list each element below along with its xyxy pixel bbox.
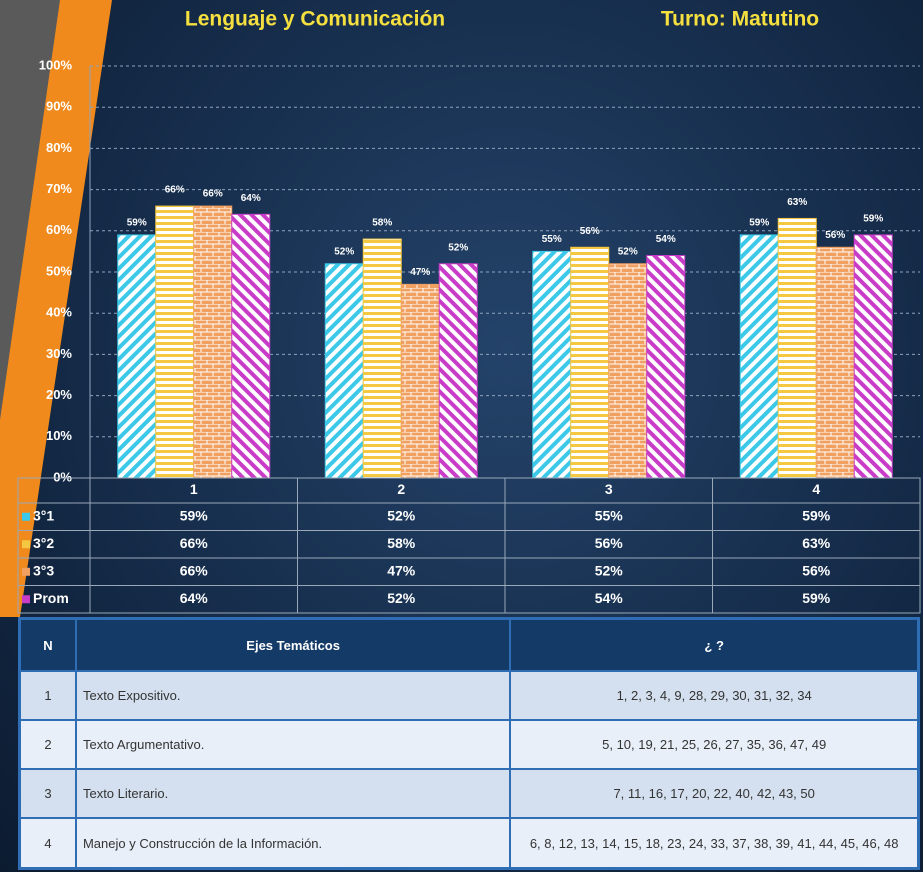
data-label: 56% (580, 226, 600, 237)
y-tick-label: 60% (46, 222, 72, 237)
header-cell: N (18, 617, 77, 672)
data-label: 66% (203, 189, 223, 200)
bar (777, 217, 817, 479)
table-cell: 7, 11, 16, 17, 20, 22, 40, 42, 43, 50 (509, 768, 920, 820)
bar (400, 283, 440, 479)
legend-swatch (22, 567, 30, 576)
chart: Lenguaje y Comunicación Turno: Matutino … (0, 0, 921, 617)
header-cell: Ejes Temáticos (74, 617, 512, 672)
table-row: 4 Manejo y Construcción de la Información… (18, 817, 920, 870)
table-value: 47% (387, 562, 416, 578)
y-tick-label: 40% (46, 305, 72, 320)
table-value: 52% (387, 507, 416, 523)
y-tick-label: 80% (46, 140, 72, 155)
data-label: 52% (618, 246, 638, 257)
bar (646, 255, 686, 479)
bar (117, 234, 157, 479)
table-value: 52% (387, 590, 416, 606)
legend-label: 3°3 (33, 562, 54, 578)
table-cell: Manejo y Construcción de la Información. (74, 817, 512, 870)
data-label: 55% (542, 234, 562, 245)
legend-label: Prom (33, 590, 69, 606)
bar (155, 205, 195, 479)
bar (608, 263, 648, 479)
legend-swatch (22, 512, 30, 521)
table-value: 63% (802, 535, 831, 551)
data-label: 59% (749, 218, 769, 229)
bar (739, 234, 779, 479)
bar (193, 205, 233, 479)
x-tick-label: 1 (190, 481, 198, 497)
table-row: 2 Texto Argumentativo. 5, 10, 19, 21, 25, … (18, 719, 920, 771)
header-row: N Ejes Temáticos ¿ ? (18, 617, 920, 672)
table-cell: 3 (18, 768, 77, 820)
x-tick-label: 2 (397, 481, 405, 497)
data-label: 64% (241, 193, 261, 204)
data-label: 52% (334, 246, 354, 257)
legend-label: 3°2 (33, 535, 54, 551)
table-cell: 6, 8, 12, 13, 14, 15, 18, 23, 24, 33, 37… (509, 817, 920, 870)
data-label: 47% (410, 267, 430, 278)
bar (815, 246, 855, 479)
table-value: 54% (595, 590, 624, 606)
table-cell: Texto Literario. (74, 768, 512, 820)
x-tick-label: 4 (812, 481, 820, 497)
table-cell: 2 (18, 719, 77, 771)
y-tick-label: 20% (46, 387, 72, 402)
data-label: 66% (165, 185, 185, 196)
table-value: 56% (802, 562, 831, 578)
y-tick-label: 100% (39, 57, 73, 72)
table-cell: 5, 10, 19, 21, 25, 26, 27, 35, 36, 47, 4… (509, 719, 920, 771)
legend-swatch (22, 595, 30, 604)
data-label: 54% (656, 234, 676, 245)
table-row: 1 Texto Expositivo. 1, 2, 3, 4, 9, 28, 29,… (18, 669, 920, 722)
table-value: 59% (802, 507, 831, 523)
data-label: 56% (825, 230, 845, 241)
table-value: 56% (595, 535, 624, 551)
x-tick-label: 3 (605, 481, 613, 497)
table-cell: Texto Argumentativo. (74, 719, 512, 771)
table-cell: 1 (18, 669, 77, 722)
y-tick-label: 0% (53, 469, 72, 484)
table-cell: 4 (18, 817, 77, 870)
table-cell: 1, 2, 3, 4, 9, 28, 29, 30, 31, 32, 34 (509, 669, 920, 722)
bar (570, 246, 610, 479)
legend-swatch (22, 540, 30, 549)
table-value: 55% (595, 507, 624, 523)
chart-subtitle: Turno: Matutino (661, 8, 819, 31)
bar (438, 263, 478, 479)
table-row: 3 Texto Literario. 7, 11, 16, 17, 20, 22, … (18, 768, 920, 820)
header-cell: ¿ ? (509, 617, 920, 672)
data-label: 59% (863, 214, 883, 225)
table-cell: Texto Expositivo. (74, 669, 512, 722)
legend-label: 3°1 (33, 507, 54, 523)
bar (853, 234, 893, 479)
decor-stripe (0, 0, 60, 420)
topics-table: N Ejes Temáticos ¿ ? 1 Texto Expositivo. 1, 2… (18, 617, 920, 870)
table-value: 59% (180, 507, 209, 523)
table-value: 64% (180, 590, 209, 606)
bar (324, 263, 364, 479)
bar (362, 238, 402, 479)
y-tick-label: 30% (46, 346, 72, 361)
data-label: 58% (372, 218, 392, 229)
data-label: 59% (127, 218, 147, 229)
data-label: 52% (448, 242, 468, 253)
y-tick-label: 70% (46, 181, 72, 196)
table-value: 58% (387, 535, 416, 551)
y-tick-label: 90% (46, 99, 72, 114)
y-tick-label: 10% (46, 428, 72, 443)
bar (532, 250, 572, 479)
table-value: 66% (180, 535, 209, 551)
table-value: 66% (180, 562, 209, 578)
table-value: 59% (802, 590, 831, 606)
bar (231, 213, 271, 479)
data-table (17, 477, 921, 614)
data-label: 63% (787, 197, 807, 208)
chart-title: Lenguaje y Comunicación (185, 8, 445, 31)
table-value: 52% (595, 562, 624, 578)
y-tick-label: 50% (46, 263, 72, 278)
